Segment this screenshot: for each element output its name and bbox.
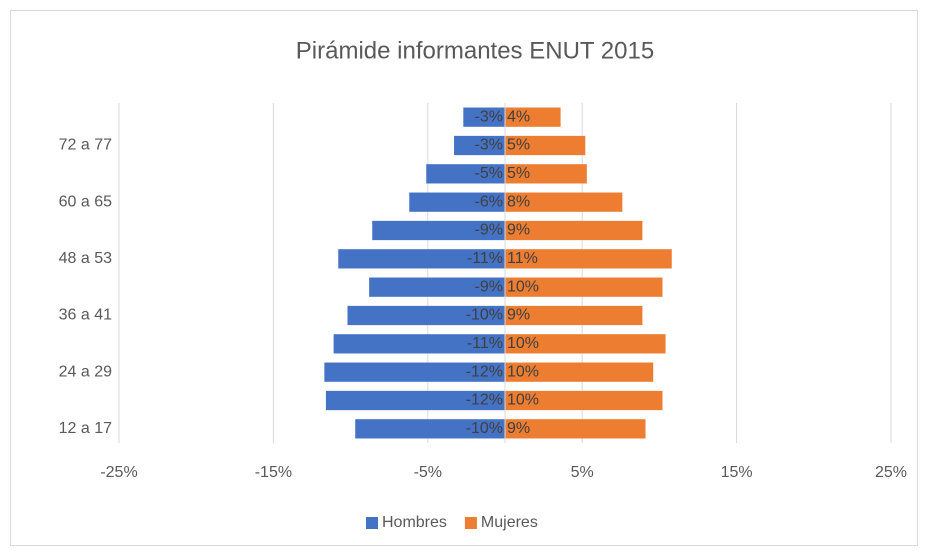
bar	[505, 135, 586, 156]
bar	[372, 220, 505, 241]
data-label: 10%	[507, 392, 539, 409]
data-label: 5%	[507, 165, 530, 182]
data-label: -11%	[467, 250, 503, 267]
data-label: -10%	[466, 420, 503, 437]
bar	[505, 334, 666, 354]
data-label: -9%	[475, 222, 503, 239]
bar	[333, 334, 505, 354]
data-label: 8%	[507, 193, 530, 210]
data-label: 9%	[507, 222, 530, 239]
data-label: -3%	[475, 108, 503, 125]
bar	[505, 277, 663, 297]
x-tick-label: 25%	[875, 464, 907, 481]
data-label: 11%	[507, 250, 538, 267]
bar	[454, 135, 505, 156]
y-tick-label: 12 a 17	[59, 420, 112, 437]
chart-title: Pirámide informantes ENUT 2015	[296, 37, 654, 64]
data-label: 10%	[507, 278, 539, 295]
data-label: 9%	[507, 307, 530, 324]
legend-label: Mujeres	[481, 514, 538, 531]
bar	[505, 362, 654, 382]
bar	[505, 390, 663, 411]
y-tick-label: 24 a 29	[59, 363, 112, 380]
data-label: -11%	[467, 335, 503, 352]
data-label: 10%	[507, 335, 539, 352]
bar	[409, 192, 505, 212]
x-tick-label: -25%	[100, 464, 137, 481]
bar	[505, 192, 623, 212]
bar	[505, 164, 587, 184]
legend-label: Hombres	[382, 514, 447, 531]
y-tick-label: 48 a 53	[59, 250, 112, 267]
y-tick-label: 36 a 41	[59, 307, 112, 324]
bar	[325, 390, 505, 411]
data-label: 4%	[507, 108, 530, 125]
x-tick-label: 15%	[721, 464, 753, 481]
bar	[463, 107, 505, 127]
bar	[347, 305, 505, 326]
bar	[505, 419, 646, 439]
bar	[505, 107, 561, 127]
bar	[426, 164, 505, 184]
bar	[505, 305, 643, 326]
bar	[355, 419, 505, 439]
data-label: -5%	[475, 165, 503, 182]
data-label: -3%	[475, 137, 503, 154]
data-label: -12%	[466, 363, 503, 380]
bar	[338, 249, 505, 269]
data-label: -12%	[466, 392, 503, 409]
bar	[505, 220, 643, 241]
bar	[505, 249, 672, 269]
x-tick-label: 5%	[571, 464, 594, 481]
y-tick-label: 60 a 65	[59, 193, 112, 210]
y-tick-label: 72 a 77	[59, 137, 112, 154]
data-label: -10%	[466, 307, 503, 324]
bar	[324, 362, 505, 382]
data-label: 10%	[507, 363, 539, 380]
legend-swatch	[464, 517, 477, 529]
data-label: -6%	[475, 193, 503, 210]
x-tick-label: -15%	[255, 464, 292, 481]
data-label: -9%	[475, 278, 503, 295]
data-label: 5%	[507, 137, 530, 154]
bar	[369, 277, 505, 297]
legend-swatch	[366, 517, 378, 529]
x-tick-label: -5%	[414, 464, 442, 481]
data-label: 9%	[507, 420, 530, 437]
